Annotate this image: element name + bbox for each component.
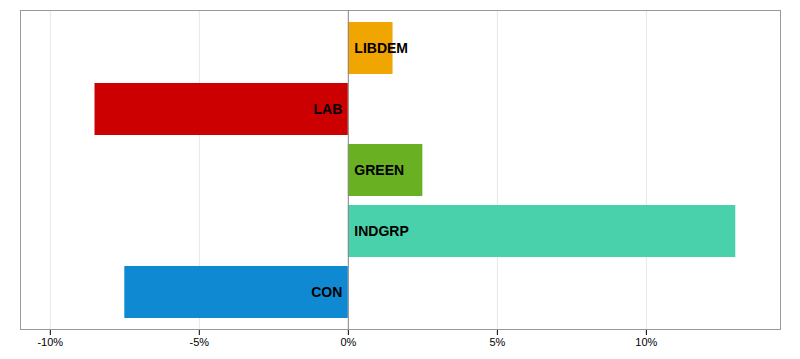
svg-text:LIBDEM: LIBDEM — [354, 40, 408, 56]
svg-text:LAB: LAB — [314, 101, 343, 117]
svg-text:5%: 5% — [489, 336, 505, 348]
svg-text:0%: 0% — [340, 336, 356, 348]
svg-text:-5%: -5% — [190, 336, 210, 348]
svg-text:10%: 10% — [635, 336, 657, 348]
svg-text:GREEN: GREEN — [354, 162, 404, 178]
svg-text:-10%: -10% — [37, 336, 63, 348]
svg-text:INDGRP: INDGRP — [354, 223, 408, 239]
svg-text:CON: CON — [311, 284, 342, 300]
